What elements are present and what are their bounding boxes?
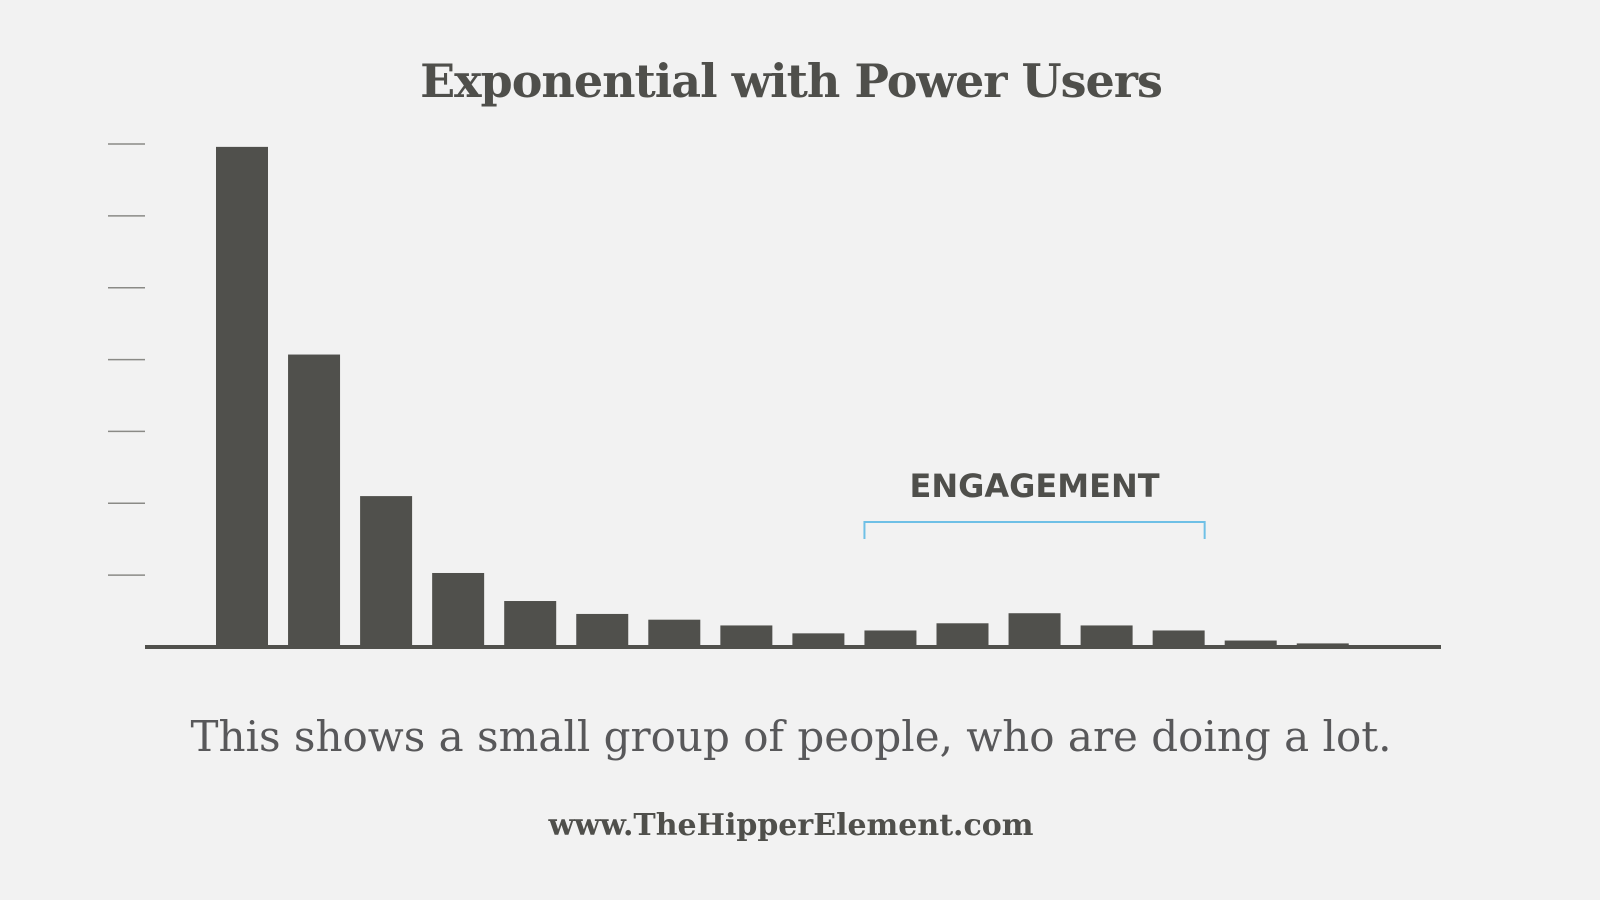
bar-4 xyxy=(432,572,485,647)
engagement-label: ENGAGEMENT xyxy=(909,467,1159,505)
bar-14 xyxy=(1152,630,1205,647)
bar-15 xyxy=(1224,640,1277,647)
bar-13 xyxy=(1080,625,1133,647)
engagement-bracket xyxy=(863,521,1206,539)
chart-title: Exponential with Power Users xyxy=(420,54,1163,108)
bar-7 xyxy=(648,619,701,647)
bar-11 xyxy=(936,623,989,647)
y-axis-ticks xyxy=(108,143,145,576)
bar-series xyxy=(216,146,1421,648)
bar-2 xyxy=(288,354,341,647)
bar-6 xyxy=(576,613,629,647)
bar-10 xyxy=(864,630,917,647)
bar-1 xyxy=(216,146,268,648)
website-url: www.TheHipperElement.com xyxy=(548,808,1034,843)
bar-8 xyxy=(720,625,773,647)
bar-12 xyxy=(1008,613,1061,647)
bar-3 xyxy=(360,496,413,647)
bar-9 xyxy=(792,633,845,647)
chart-caption: This shows a small group of people, who … xyxy=(190,712,1392,761)
bar-5 xyxy=(504,601,557,647)
engagement-annotation: ENGAGEMENT xyxy=(863,467,1206,539)
